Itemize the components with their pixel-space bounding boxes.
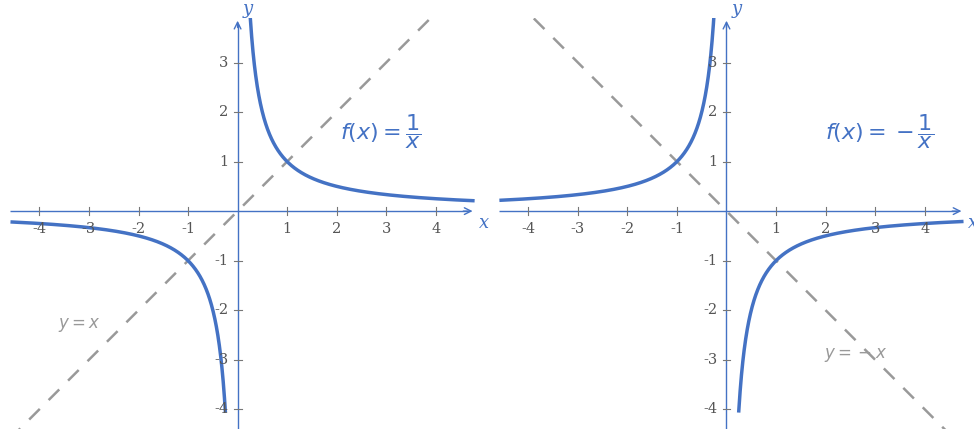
Text: -2: -2 <box>703 303 718 317</box>
Text: 1: 1 <box>771 222 780 236</box>
Text: -3: -3 <box>571 222 585 236</box>
Text: -4: -4 <box>32 222 47 236</box>
Text: 4: 4 <box>431 222 440 236</box>
Text: 1: 1 <box>708 155 718 169</box>
Text: 1: 1 <box>282 222 291 236</box>
Text: x: x <box>968 214 974 232</box>
Text: -3: -3 <box>82 222 96 236</box>
Text: -4: -4 <box>214 402 229 416</box>
Text: 2: 2 <box>332 222 341 236</box>
Text: -1: -1 <box>670 222 684 236</box>
Text: $y = -x$: $y = -x$ <box>824 346 886 364</box>
Text: 3: 3 <box>708 55 718 70</box>
Text: -1: -1 <box>214 253 229 268</box>
Text: -4: -4 <box>703 402 718 416</box>
Text: -3: -3 <box>703 353 718 367</box>
Text: $f(x) = \dfrac{1}{x}$: $f(x) = \dfrac{1}{x}$ <box>340 112 422 152</box>
Text: y: y <box>731 0 741 18</box>
Text: -2: -2 <box>214 303 229 317</box>
Text: 1: 1 <box>219 155 229 169</box>
Text: -2: -2 <box>620 222 634 236</box>
Text: 2: 2 <box>219 105 229 119</box>
Text: y: y <box>243 0 252 18</box>
Text: 2: 2 <box>821 222 830 236</box>
Text: 3: 3 <box>219 55 229 70</box>
Text: -1: -1 <box>181 222 195 236</box>
Text: 2: 2 <box>708 105 718 119</box>
Text: 3: 3 <box>382 222 391 236</box>
Text: 4: 4 <box>920 222 929 236</box>
Text: -4: -4 <box>521 222 536 236</box>
Text: 3: 3 <box>871 222 880 236</box>
Text: -2: -2 <box>131 222 145 236</box>
Text: x: x <box>479 214 489 232</box>
Text: -3: -3 <box>214 353 229 367</box>
Text: $f(x) = -\dfrac{1}{x}$: $f(x) = -\dfrac{1}{x}$ <box>826 112 935 152</box>
Text: -1: -1 <box>703 253 718 268</box>
Text: $y = x$: $y = x$ <box>57 316 100 334</box>
